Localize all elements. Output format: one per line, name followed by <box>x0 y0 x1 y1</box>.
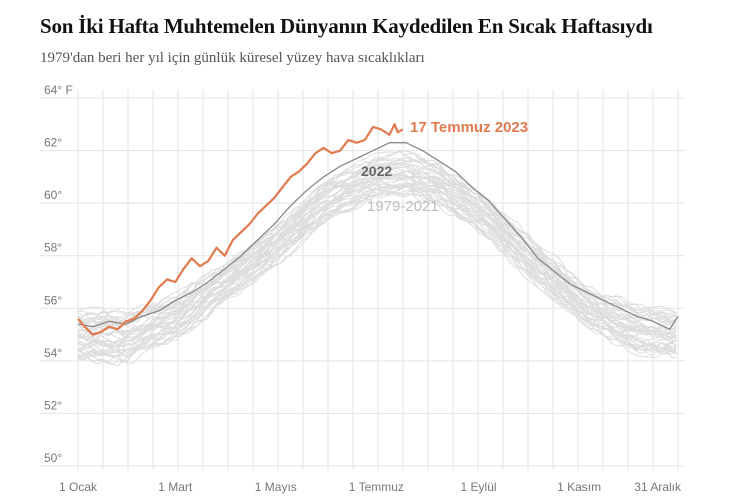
x-tick-label: 1 Mayıs <box>255 480 297 494</box>
history-line <box>77 184 677 362</box>
history-line <box>77 150 677 318</box>
x-tick-label: 1 Temmuz <box>349 480 404 494</box>
axis-and-annotation-labels: 64° F 62° 60° 58° 56° 54° 52° 50° 1 Ocak 1 Mart 1 … <box>44 83 682 494</box>
y-tick-label: 60° <box>44 188 62 202</box>
y-tick-label: 62° <box>44 136 62 150</box>
highlight-lines <box>77 123 679 336</box>
y-tick-label: 56° <box>44 293 62 307</box>
annotation-1979-2021: 1979-2021 <box>367 198 439 215</box>
chart-title: Son İki Hafta Muhtemelen Dünyanın Kayded… <box>40 14 653 38</box>
series-line-2022 <box>77 142 679 330</box>
history-lines-1979-2021 <box>77 150 677 367</box>
history-line <box>77 189 677 363</box>
history-line <box>77 150 677 322</box>
x-tick-label: 1 Kasım <box>557 480 601 494</box>
history-line <box>77 150 677 318</box>
x-tick-label: 1 Eylül <box>461 480 497 494</box>
x-tick-label: 31 Aralık <box>634 480 682 494</box>
chart-grid <box>40 90 685 470</box>
y-tick-label: 58° <box>44 241 62 255</box>
y-tick-label: 64° F <box>44 83 73 97</box>
history-line <box>77 150 677 322</box>
x-tick-label: 1 Mart <box>158 480 193 494</box>
annotation-2023: 17 Temmuz 2023 <box>410 119 528 136</box>
history-line <box>77 165 677 330</box>
y-tick-label: 52° <box>44 398 62 412</box>
history-line <box>77 156 677 323</box>
series-line-2023 <box>77 123 404 336</box>
y-tick-label: 50° <box>44 451 62 465</box>
y-tick-label: 54° <box>44 346 62 360</box>
history-line <box>77 184 677 351</box>
history-line <box>77 173 677 340</box>
history-line <box>77 161 677 334</box>
x-tick-label: 1 Ocak <box>59 480 98 494</box>
history-line <box>77 186 677 367</box>
chart-subtitle: 1979'dan beri her yıl için günlük kürese… <box>40 50 425 66</box>
annotation-2022: 2022 <box>361 163 392 179</box>
